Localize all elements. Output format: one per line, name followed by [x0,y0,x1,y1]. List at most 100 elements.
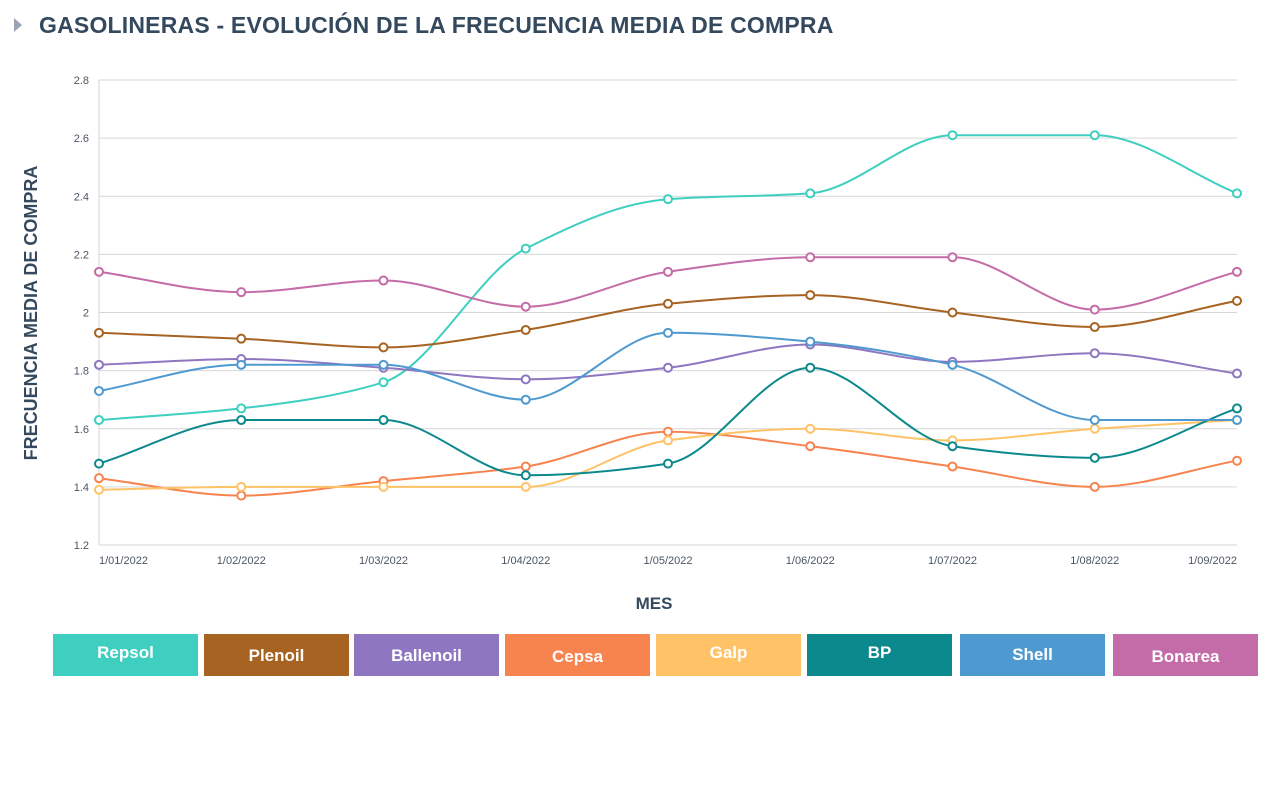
data-point-bonarea[interactable] [236,287,247,298]
data-point-plenoil[interactable] [378,342,389,353]
data-point-cepsa[interactable] [236,490,247,501]
data-point-bonarea[interactable] [663,266,673,277]
data-point-ballenoil[interactable] [94,359,104,370]
series-line-repsol[interactable] [98,134,1238,421]
data-point-galp[interactable] [94,484,104,495]
data-point-shell[interactable] [236,359,247,370]
data-point-plenoil[interactable] [805,290,816,301]
data-point-bonarea[interactable] [94,266,104,277]
legend-item-plenoil[interactable]: Plenoil [204,634,349,676]
data-point-repsol[interactable] [947,130,958,141]
data-point-galp[interactable] [805,423,816,434]
data-point-cepsa[interactable] [663,426,673,437]
series-bonarea [94,252,1242,315]
series-plenoil [94,290,1242,353]
data-point-galp[interactable] [378,481,389,492]
page-title: GASOLINERAS - EVOLUCIÓN DE LA FRECUENCIA… [39,11,834,38]
series-line-bp[interactable] [98,366,1238,477]
data-point-bp[interactable] [1232,403,1242,414]
data-point-bp[interactable] [1089,452,1100,463]
data-point-bonarea[interactable] [520,301,531,312]
data-point-bonarea[interactable] [378,275,389,286]
data-point-cepsa[interactable] [805,441,816,452]
data-point-repsol[interactable] [378,377,389,388]
x-axis-label: MES [636,594,673,613]
data-point-repsol[interactable] [1232,188,1242,199]
data-point-bp[interactable] [947,441,958,452]
header: GASOLINERAS - EVOLUCIÓN DE LA FRECUENCIA… [14,10,834,40]
data-point-cepsa[interactable] [520,461,531,472]
legend-label: Cepsa [551,647,604,666]
data-point-repsol[interactable] [236,403,247,414]
data-point-ballenoil[interactable] [1089,348,1100,359]
series-group [94,130,1242,501]
data-point-plenoil[interactable] [663,298,673,309]
data-point-plenoil[interactable] [520,324,531,335]
legend-item-galp[interactable]: Galp [656,634,801,676]
legend-label: Shell [1012,645,1053,664]
legend-item-cepsa[interactable]: Cepsa [505,634,650,676]
data-point-bp[interactable] [805,362,816,373]
data-point-shell[interactable] [947,359,958,370]
y-tick-label: 2 [83,308,89,320]
legend-item-bonarea[interactable]: Bonarea [1113,634,1258,676]
data-point-shell[interactable] [663,327,673,338]
data-point-bonarea[interactable] [947,252,958,263]
data-point-shell[interactable] [378,359,389,370]
data-point-plenoil[interactable] [947,307,958,318]
legend-item-repsol[interactable]: Repsol [53,634,198,676]
data-point-bonarea[interactable] [1232,266,1242,277]
data-point-bp[interactable] [520,470,531,481]
data-point-repsol[interactable] [663,194,673,205]
series-line-shell[interactable] [98,331,1237,422]
data-point-plenoil[interactable] [1232,295,1242,306]
legend-label: Bonarea [1151,647,1220,666]
data-point-repsol[interactable] [1089,130,1100,141]
data-point-bp[interactable] [378,415,389,426]
data-point-cepsa[interactable] [94,473,104,484]
data-point-plenoil[interactable] [236,333,247,344]
grid-lines [98,79,1237,546]
data-point-cepsa[interactable] [1089,481,1100,492]
data-point-cepsa[interactable] [1232,455,1242,466]
series-line-ballenoil[interactable] [98,343,1238,381]
data-point-bp[interactable] [663,458,673,469]
series-cepsa [94,426,1242,501]
legend: Repsol Plenoil Ballenoil Cepsa Galp BP Shell Bo… [53,634,1258,676]
data-point-cepsa[interactable] [947,461,958,472]
x-tick-label: 1/09/2022 [1188,555,1237,567]
series-ballenoil [94,339,1242,385]
data-point-plenoil[interactable] [1089,322,1100,333]
data-point-galp[interactable] [520,481,531,492]
data-point-shell[interactable] [520,394,531,405]
data-point-repsol[interactable] [805,188,816,199]
data-point-plenoil[interactable] [94,327,104,338]
data-point-galp[interactable] [663,435,673,446]
y-axis-ticks: 1.2 1.4 1.6 1.8 2 2.2 2.4 2.6 2.8 [74,75,89,552]
x-tick-label: 1/07/2022 [928,555,977,567]
data-point-bonarea[interactable] [1089,304,1100,315]
legend-item-ballenoil[interactable]: Ballenoil [354,634,499,676]
data-point-shell[interactable] [805,336,816,347]
legend-label: Ballenoil [391,646,462,665]
data-point-bp[interactable] [236,415,247,426]
data-point-shell[interactable] [1232,415,1242,426]
data-point-ballenoil[interactable] [1232,368,1242,379]
data-point-ballenoil[interactable] [663,362,673,373]
y-tick-label: 1.4 [74,482,89,494]
legend-item-bp[interactable]: BP [807,634,952,676]
data-point-shell[interactable] [1089,415,1100,426]
data-point-galp[interactable] [1089,423,1100,434]
legend-label: BP [867,643,892,662]
data-point-repsol[interactable] [94,415,104,426]
series-bp [94,362,1242,481]
data-point-ballenoil[interactable] [520,374,531,385]
data-point-galp[interactable] [236,481,247,492]
caret-right-icon[interactable] [14,18,22,32]
data-point-shell[interactable] [94,385,104,396]
x-tick-label: 1/03/2022 [359,555,408,567]
legend-item-shell[interactable]: Shell [960,634,1105,676]
data-point-bonarea[interactable] [805,252,816,263]
data-point-repsol[interactable] [520,243,531,254]
data-point-bp[interactable] [94,458,104,469]
